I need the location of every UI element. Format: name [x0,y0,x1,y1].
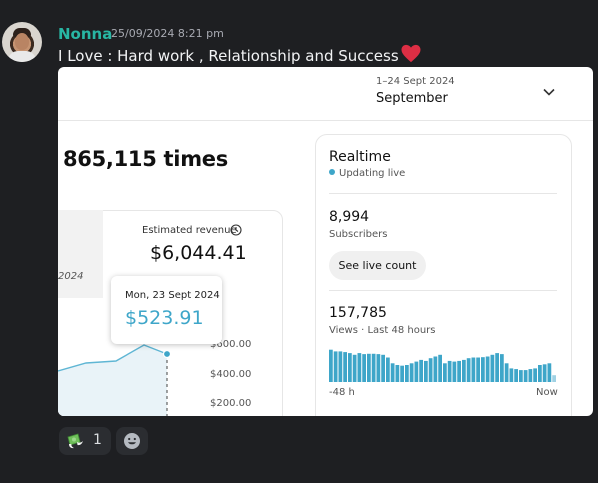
avatar-hair [13,28,31,37]
views-bar [424,360,428,382]
money-with-wings-icon [67,433,83,449]
message-text: I Love : Hard work , Relationship and Su… [58,44,422,65]
tooltip-value: $523.91 [125,307,204,329]
axis-end-label: Now [536,387,558,398]
realtime-status-text: Updating live [339,168,406,179]
views-bar [523,370,528,382]
views-bar [357,353,362,382]
views-bar [547,363,552,382]
views-bar [476,357,480,382]
smiley-add-icon [124,433,140,449]
subscriber-count: 8,994 [329,209,370,225]
realtime-title: Realtime [329,149,391,165]
chart-point [162,349,172,359]
views-bar [466,358,471,382]
views-label: Views · Last 48 hours [329,325,436,336]
views-bar [504,363,509,382]
views-bar [343,352,347,382]
chart-area [58,345,167,416]
realtime-card: Realtime Updating live 8,994 Subscribers… [315,134,572,416]
username[interactable]: Nonna [58,25,113,43]
revenue-value: $6,044.41 [150,242,247,264]
views-bar [528,369,533,382]
views-count: 157,785 [329,305,387,321]
revenue-label: Estimated revenue [142,225,237,236]
views-bar [500,354,504,382]
heart-icon [401,44,421,63]
message-timestamp: 25/09/2024 8:21 pm [111,27,224,40]
views-bar [542,364,547,382]
reaction-money-with-wings[interactable]: 1 [59,427,111,455]
month-selector: September [376,91,448,106]
date-fragment: 2024 [58,271,84,282]
date-range: 1–24 Sept 2024 [376,76,455,87]
live-dot-icon [329,169,335,175]
axis-start-label: -48 h [329,387,355,398]
views-bar [390,363,395,382]
views-bar-chart [329,349,556,382]
views-bar [381,354,385,382]
header-divider [58,120,593,121]
views-bar [533,368,537,382]
user-avatar[interactable] [2,22,42,62]
y-tick-400: $400.00 [210,369,252,380]
add-reaction-button[interactable] [116,427,148,455]
reaction-count: 1 [93,432,102,448]
views-bar [348,353,352,382]
views-bar [519,370,523,382]
views-bar [376,354,381,382]
message-body: I Love : Hard work , Relationship and Su… [58,47,399,65]
views-bar [362,354,366,382]
views-bar [447,360,452,382]
views-bar [367,353,371,382]
avatar-shirt [8,51,36,62]
views-bar [371,353,376,382]
chart-line [58,344,168,372]
views-bar [495,353,499,382]
views-bar [352,354,357,382]
views-bar [457,360,461,382]
chart-tooltip: Mon, 23 Sept 2024 $523.91 [111,276,222,344]
views-bar [405,365,409,382]
views-bar [409,363,414,382]
views-bar [462,359,466,382]
views-bar [443,363,447,382]
views-bar [471,357,476,382]
revenue-line-chart [58,344,172,416]
views-bar [333,351,338,382]
views-bar [481,357,485,382]
clock-icon [230,224,242,236]
views-bar [386,357,390,382]
views-bar [438,354,442,382]
realtime-divider [329,290,557,291]
views-bar [329,349,333,382]
views-bar [400,365,404,382]
previous-card-strip [58,210,103,298]
views-bar [452,361,457,382]
views-bar [490,354,495,382]
y-tick-600: $600.00 [210,339,252,350]
views-bar [338,351,343,382]
views-bar [428,358,433,382]
views-bar [433,356,438,382]
avatar-face [15,33,29,50]
y-tick-200: $200.00 [210,398,252,409]
views-bar [552,375,556,382]
chevron-down-icon [543,88,555,96]
see-live-count-button[interactable]: See live count [329,251,426,280]
attached-image[interactable]: 1–24 Sept 2024 September 865,115 times 2… [58,67,593,416]
views-bar [509,368,514,382]
views-bar [485,356,490,382]
tooltip-date: Mon, 23 Sept 2024 [125,290,220,301]
views-bar [414,361,419,382]
realtime-status: Updating live [329,168,405,179]
subscriber-label: Subscribers [329,229,388,240]
views-bar [395,365,400,382]
realtime-divider [329,193,557,194]
views-bar [514,369,518,382]
views-bar [538,365,542,382]
views-bar [419,359,423,382]
views-headline: 865,115 times [63,147,228,171]
